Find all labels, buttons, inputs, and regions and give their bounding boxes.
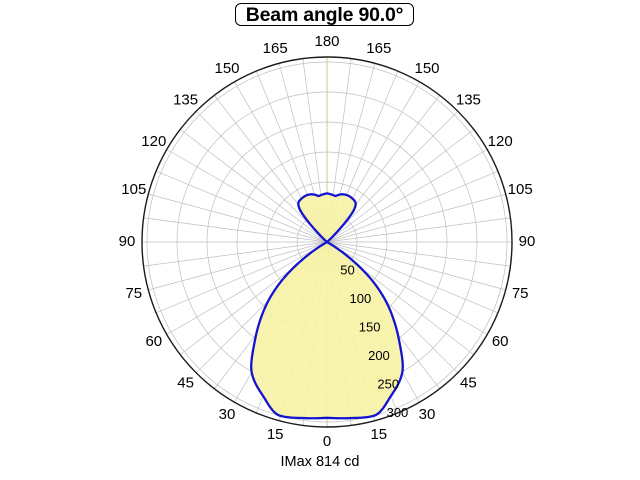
svg-text:300: 300	[387, 405, 409, 420]
svg-text:15: 15	[267, 426, 284, 443]
svg-text:90: 90	[119, 233, 136, 250]
svg-text:30: 30	[419, 406, 436, 423]
svg-text:250: 250	[377, 377, 399, 392]
svg-text:150: 150	[214, 60, 239, 77]
svg-text:135: 135	[173, 92, 198, 109]
svg-text:45: 45	[460, 374, 477, 391]
svg-text:165: 165	[366, 40, 391, 57]
svg-text:200: 200	[368, 348, 390, 363]
svg-text:60: 60	[145, 333, 162, 350]
svg-text:120: 120	[141, 133, 166, 150]
svg-text:75: 75	[125, 285, 142, 302]
svg-text:30: 30	[219, 406, 236, 423]
svg-text:180: 180	[314, 33, 339, 50]
svg-text:150: 150	[414, 60, 439, 77]
svg-text:120: 120	[488, 133, 513, 150]
svg-text:135: 135	[456, 92, 481, 109]
svg-text:100: 100	[350, 291, 372, 306]
svg-text:0: 0	[323, 433, 331, 450]
svg-text:165: 165	[263, 40, 288, 57]
svg-text:150: 150	[359, 320, 381, 335]
svg-text:60: 60	[492, 333, 509, 350]
svg-text:90: 90	[519, 233, 536, 250]
svg-text:75: 75	[512, 285, 529, 302]
svg-text:50: 50	[340, 263, 354, 278]
svg-text:45: 45	[177, 374, 194, 391]
svg-text:15: 15	[370, 426, 387, 443]
svg-text:105: 105	[121, 181, 146, 198]
svg-text:105: 105	[508, 181, 533, 198]
